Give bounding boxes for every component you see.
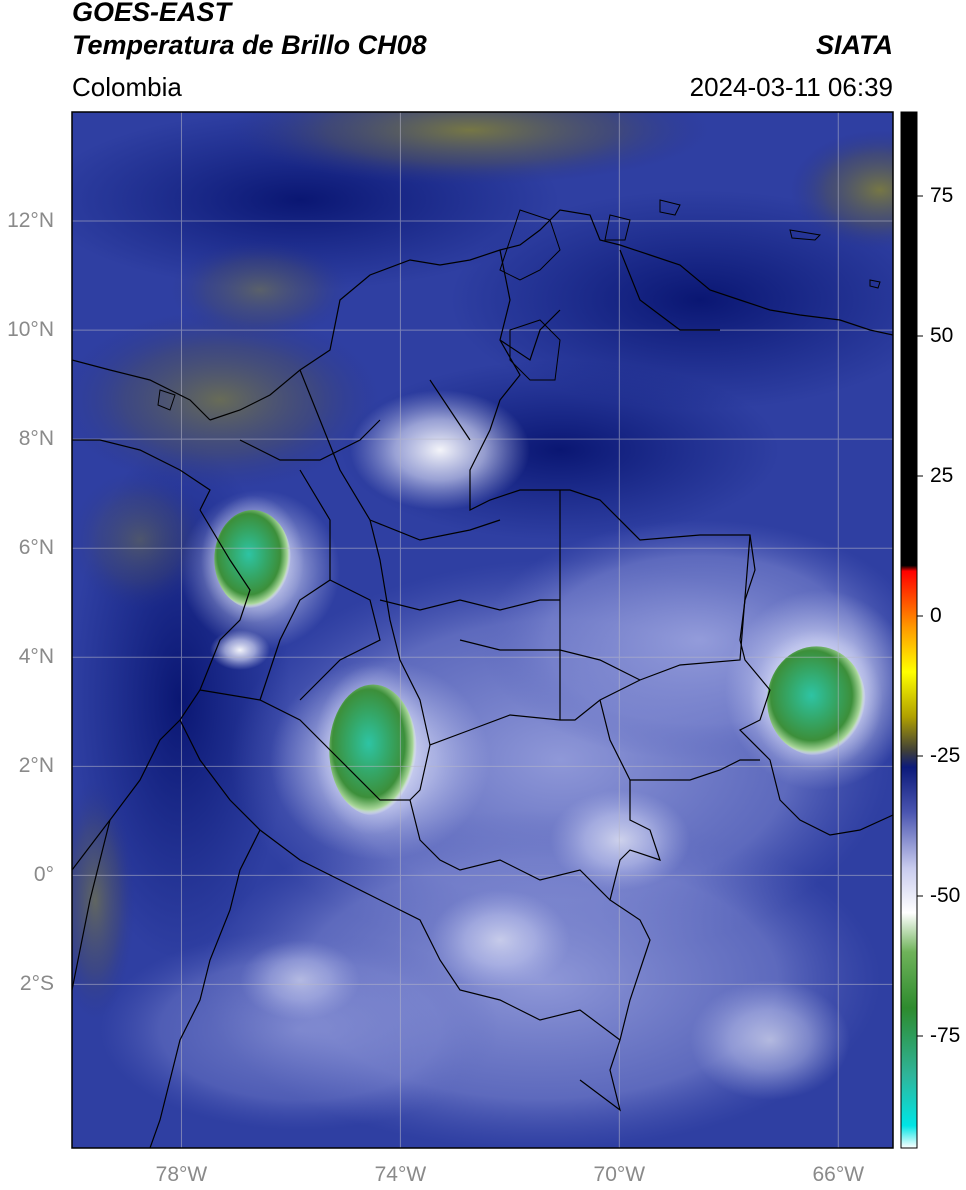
lat-tick-label: 0° — [33, 863, 54, 887]
colorbar-tick-label: 75 — [930, 184, 954, 207]
coastlines — [157, 199, 881, 411]
lon-tick-label: 78°W — [155, 1163, 208, 1186]
cell-south-central — [329, 684, 417, 816]
cell-west-colombia — [214, 510, 291, 609]
imagery-layer — [72, 112, 893, 1148]
cell-east-venezuela — [767, 646, 866, 756]
lon-tick-label: 70°W — [593, 1163, 646, 1186]
colorbar-tick-label: 25 — [930, 464, 954, 487]
lat-tick-label: 4°N — [18, 645, 54, 669]
lon-tick-label: 66°W — [812, 1163, 865, 1186]
gridlines — [72, 112, 893, 1148]
product-title: Temperatura de Brillo CH08 — [72, 30, 427, 60]
datetime-label: 2024-03-11 06:39 — [689, 72, 893, 102]
colorbar-tick-label: -75 — [930, 1024, 961, 1047]
colorbar-tick-label: 50 — [930, 324, 954, 347]
lat-tick-label: 6°N — [18, 536, 54, 560]
colorbar-tick-label: -25 — [930, 744, 961, 767]
cold-cloud-cells — [200, 495, 883, 836]
lat-tick-label: 2°N — [18, 754, 54, 778]
lat-tick-label: 2°S — [19, 972, 54, 996]
lat-tick-label: 8°N — [18, 427, 54, 451]
region-label: Colombia — [72, 72, 182, 102]
colorbar-tick-label: 0 — [930, 604, 942, 627]
brand-label: SIATA — [816, 30, 893, 60]
satellite-title: GOES-EAST — [72, 0, 232, 27]
lon-tick-label: 74°W — [374, 1163, 427, 1186]
colorbar — [900, 111, 923, 1149]
colorbar-tick-label: -50 — [930, 884, 961, 907]
lat-tick-label: 10°N — [7, 318, 54, 342]
lat-tick-label: 12°N — [7, 209, 54, 233]
country-borders — [72, 209, 893, 1148]
